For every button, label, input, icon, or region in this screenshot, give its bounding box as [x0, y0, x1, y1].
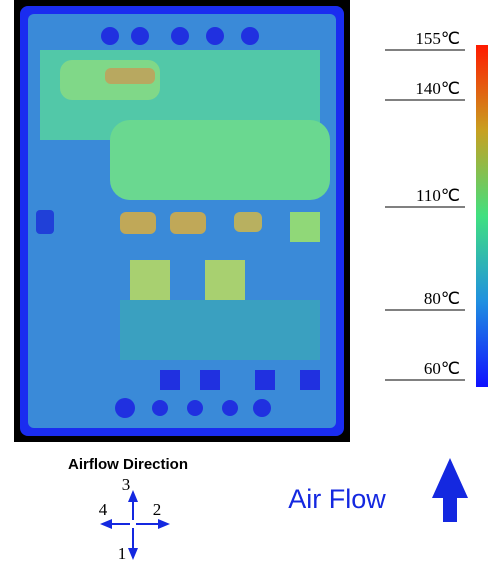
color-bar: [476, 45, 488, 387]
air-flow-arrow: [432, 458, 468, 522]
scale-lines: [385, 49, 465, 381]
scale-label: 110℃: [416, 186, 460, 205]
direction-label: 4: [99, 500, 108, 519]
direction-label: 2: [153, 500, 162, 519]
scale-label: 80℃: [424, 289, 460, 308]
air-flow-label: Air Flow: [288, 484, 386, 514]
thermal-image: [14, 0, 350, 442]
legend-title: Airflow Direction: [68, 456, 188, 473]
direction-label: 1: [118, 544, 127, 563]
scale-label: 155℃: [415, 29, 460, 48]
direction-arrows: [100, 490, 170, 560]
direction-label: 3: [122, 475, 131, 494]
scale-label: 60℃: [424, 359, 460, 378]
scale-label: 140℃: [415, 79, 460, 98]
